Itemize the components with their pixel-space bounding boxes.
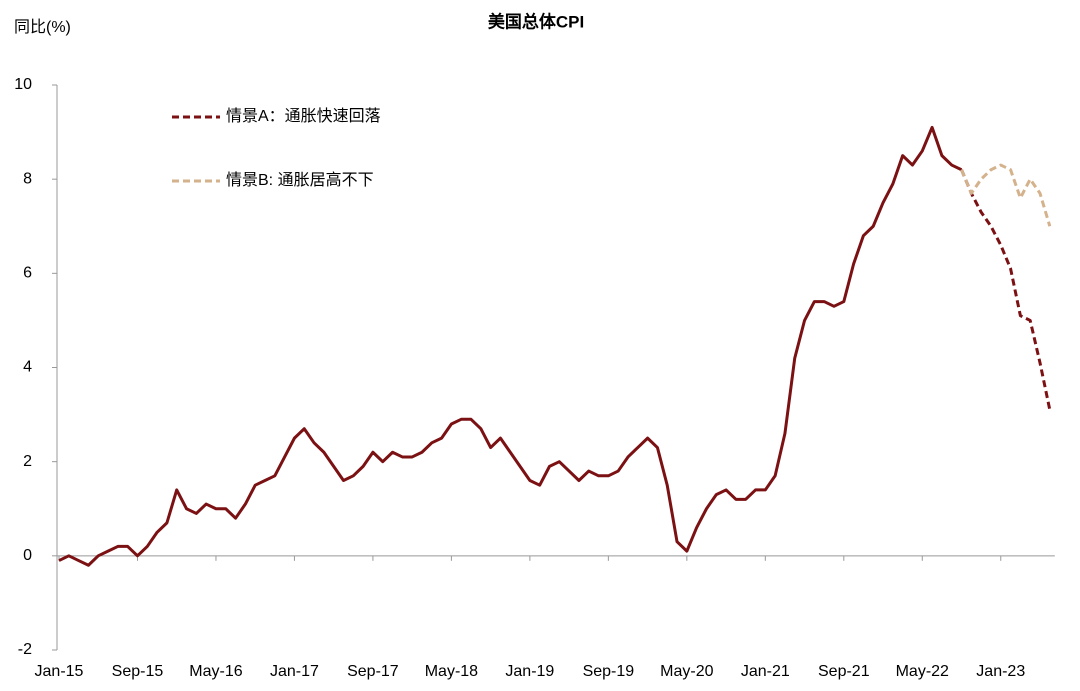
x-tick-label: Jan-15 (35, 663, 84, 680)
series-line (960, 163, 1052, 227)
x-tick-label: May-22 (896, 663, 949, 680)
x-tick-label: Sep-17 (347, 663, 399, 680)
series-line (960, 169, 1052, 411)
chart-title: 美国总体CPI (488, 11, 584, 31)
x-tick-label: May-16 (189, 663, 242, 680)
x-tick-label: Jan-23 (976, 663, 1025, 680)
x-tick-label: Sep-19 (583, 663, 635, 680)
x-tick-label: Jan-19 (505, 663, 554, 680)
y-tick-label: -2 (18, 641, 32, 658)
y-tick-label: 2 (23, 453, 32, 470)
legend-label: 情景A：通胀快速回落 (226, 107, 381, 125)
y-tick-label: 6 (23, 265, 32, 282)
y-tick-label: 4 (23, 359, 32, 376)
x-tick-label: Sep-21 (818, 663, 870, 680)
x-tick-label: Jan-21 (741, 663, 790, 680)
x-tick-label: May-20 (660, 663, 713, 680)
x-tick-label: May-18 (425, 663, 478, 680)
series-line (58, 125, 963, 567)
x-tick-label: Sep-15 (112, 663, 164, 680)
y-axis-label: 同比(%) (14, 18, 71, 36)
y-tick-label: 10 (14, 76, 32, 93)
x-tick-label: Jan-17 (270, 663, 319, 680)
y-tick-label: 8 (23, 170, 32, 187)
legend-label: 情景B: 通胀居高不下 (226, 171, 374, 189)
y-tick-label: 0 (23, 547, 32, 564)
